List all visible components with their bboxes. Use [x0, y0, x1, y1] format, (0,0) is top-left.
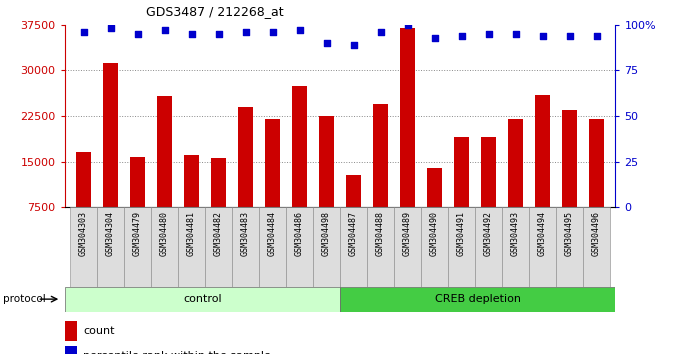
Point: [78, 29, 89, 35]
Bar: [502, 207, 529, 287]
Bar: [481, 137, 496, 207]
Text: GSM304489: GSM304489: [403, 211, 412, 256]
Bar: [421, 207, 448, 287]
Bar: [238, 107, 253, 207]
Bar: [373, 104, 388, 207]
Bar: [319, 116, 334, 207]
Bar: [346, 175, 361, 207]
Text: count: count: [83, 326, 115, 336]
Bar: [454, 137, 469, 207]
Text: GSM304480: GSM304480: [160, 211, 169, 256]
Text: GSM304482: GSM304482: [214, 211, 223, 256]
Text: GSM304490: GSM304490: [430, 211, 439, 256]
Bar: [340, 207, 367, 287]
Text: protocol: protocol: [3, 294, 46, 304]
Text: GSM304495: GSM304495: [565, 211, 574, 256]
Point: [294, 27, 305, 33]
Point: [240, 29, 251, 35]
Text: GSM304491: GSM304491: [457, 211, 466, 256]
Text: GSM304486: GSM304486: [295, 211, 304, 256]
Bar: [265, 119, 280, 207]
Text: GSM304496: GSM304496: [592, 211, 601, 256]
Text: GSM304493: GSM304493: [511, 211, 520, 256]
Bar: [97, 207, 124, 287]
Bar: [427, 167, 442, 207]
Bar: [508, 119, 523, 207]
Text: GSM304303: GSM304303: [79, 211, 88, 256]
Bar: [157, 96, 172, 207]
Bar: [232, 207, 259, 287]
Bar: [448, 207, 475, 287]
Point: [483, 31, 494, 37]
Point: [186, 31, 197, 37]
Text: GSM304492: GSM304492: [484, 211, 493, 256]
Text: GDS3487 / 212268_at: GDS3487 / 212268_at: [146, 5, 284, 18]
Text: percentile rank within the sample: percentile rank within the sample: [83, 351, 271, 354]
Bar: [286, 207, 313, 287]
Text: GSM304488: GSM304488: [376, 211, 385, 256]
Bar: [562, 110, 577, 207]
Text: control: control: [183, 294, 222, 304]
Bar: [130, 157, 145, 207]
Bar: [589, 119, 604, 207]
Bar: [400, 28, 415, 207]
Bar: [313, 207, 340, 287]
Point: [429, 35, 440, 40]
Point: [375, 29, 386, 35]
Bar: [394, 207, 421, 287]
Point: [132, 31, 143, 37]
Bar: [65, 321, 76, 341]
Text: GSM304479: GSM304479: [133, 211, 142, 256]
Bar: [535, 95, 550, 207]
Bar: [151, 207, 178, 287]
Point: [537, 33, 548, 39]
Point: [456, 33, 467, 39]
Text: GSM304487: GSM304487: [349, 211, 358, 256]
Point: [564, 33, 575, 39]
Bar: [529, 207, 556, 287]
Bar: [76, 152, 91, 207]
Point: [321, 40, 332, 46]
Bar: [211, 158, 226, 207]
Point: [213, 31, 224, 37]
Bar: [178, 207, 205, 287]
Bar: [205, 207, 232, 287]
Text: GSM304304: GSM304304: [106, 211, 115, 256]
Text: GSM304484: GSM304484: [268, 211, 277, 256]
Text: GSM304494: GSM304494: [538, 211, 547, 256]
Text: GSM304498: GSM304498: [322, 211, 331, 256]
Bar: [103, 63, 118, 207]
Text: GSM304481: GSM304481: [187, 211, 196, 256]
Point: [402, 22, 413, 28]
Bar: [70, 207, 97, 287]
Point: [159, 27, 170, 33]
Bar: [556, 207, 583, 287]
Point: [267, 29, 278, 35]
Bar: [184, 155, 199, 207]
Bar: [259, 207, 286, 287]
Point: [105, 25, 116, 31]
Bar: [65, 346, 76, 354]
Text: GSM304483: GSM304483: [241, 211, 250, 256]
Bar: [340, 287, 615, 312]
Bar: [65, 287, 340, 312]
Bar: [367, 207, 394, 287]
Bar: [124, 207, 151, 287]
Point: [591, 33, 602, 39]
Point: [348, 42, 359, 48]
Bar: [583, 207, 610, 287]
Bar: [292, 86, 307, 207]
Bar: [475, 207, 502, 287]
Text: CREB depletion: CREB depletion: [435, 294, 521, 304]
Point: [510, 31, 521, 37]
